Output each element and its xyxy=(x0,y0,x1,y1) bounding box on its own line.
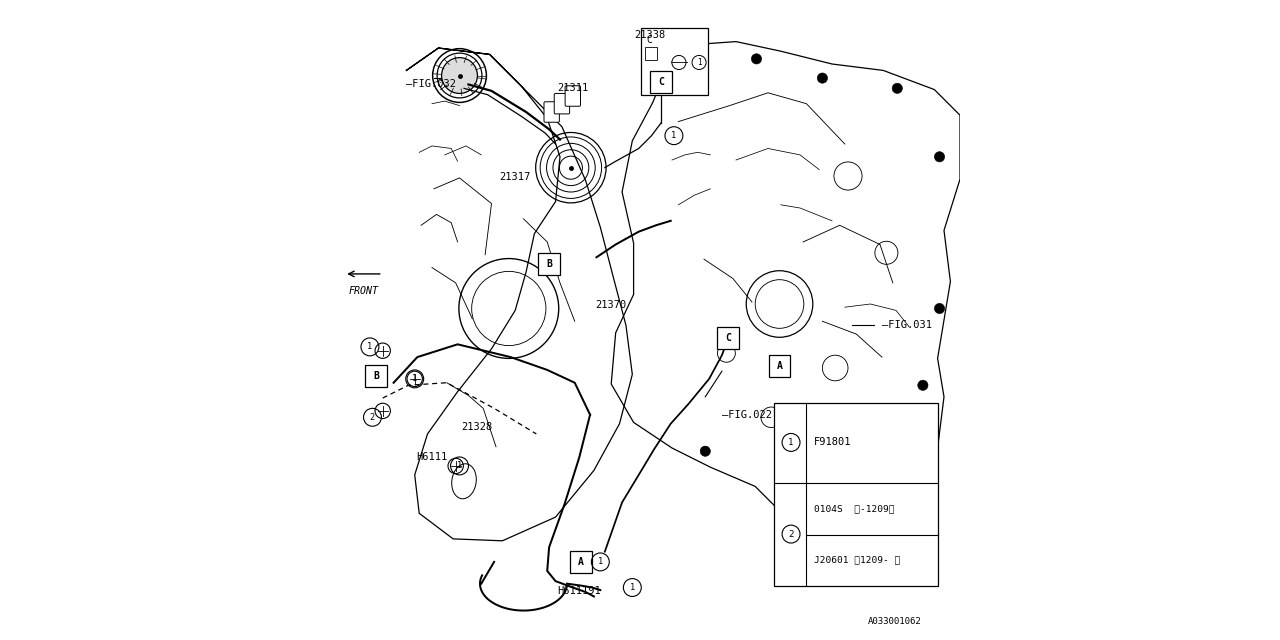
Text: C: C xyxy=(646,35,653,45)
Text: 21338: 21338 xyxy=(634,29,666,40)
Text: 1: 1 xyxy=(367,342,372,351)
Circle shape xyxy=(751,54,762,64)
Circle shape xyxy=(873,493,883,503)
Bar xyxy=(768,355,791,377)
Text: H611191: H611191 xyxy=(557,586,602,596)
Circle shape xyxy=(818,73,828,83)
Circle shape xyxy=(934,303,945,314)
Circle shape xyxy=(790,502,800,512)
Text: 0104S  「-1209」: 0104S 「-1209」 xyxy=(814,504,895,513)
Circle shape xyxy=(892,83,902,93)
Text: 1: 1 xyxy=(788,438,794,447)
Circle shape xyxy=(700,446,710,456)
Text: 1: 1 xyxy=(671,131,677,140)
Text: A: A xyxy=(579,557,584,567)
Text: B: B xyxy=(547,259,552,269)
Text: C: C xyxy=(726,333,731,343)
Bar xyxy=(774,403,937,586)
FancyBboxPatch shape xyxy=(544,102,559,122)
Bar xyxy=(539,253,561,275)
Bar xyxy=(366,365,387,387)
Text: A: A xyxy=(777,361,782,371)
Circle shape xyxy=(934,152,945,162)
Circle shape xyxy=(918,380,928,390)
Text: —FIG.022: —FIG.022 xyxy=(722,410,772,420)
Text: C: C xyxy=(658,77,664,87)
FancyBboxPatch shape xyxy=(554,93,570,114)
Text: 1: 1 xyxy=(457,461,462,470)
Text: H6111: H6111 xyxy=(416,452,448,462)
Text: F91801: F91801 xyxy=(814,437,851,447)
Text: 1: 1 xyxy=(696,58,701,67)
Text: 1: 1 xyxy=(598,557,603,566)
Text: 1: 1 xyxy=(630,583,635,592)
Bar xyxy=(650,71,672,93)
Bar xyxy=(571,551,591,573)
FancyBboxPatch shape xyxy=(566,86,581,106)
Text: 2: 2 xyxy=(788,529,794,539)
Text: A033001062: A033001062 xyxy=(868,617,922,626)
Text: FRONT: FRONT xyxy=(348,286,379,296)
Bar xyxy=(645,47,657,60)
Text: 21370: 21370 xyxy=(595,300,627,310)
Text: 2: 2 xyxy=(370,413,375,422)
Circle shape xyxy=(684,83,694,93)
Text: J20601 〈1209- 〉: J20601 〈1209- 〉 xyxy=(814,556,900,564)
Text: 1: 1 xyxy=(412,374,417,383)
Text: 21317: 21317 xyxy=(499,172,531,182)
Text: B: B xyxy=(374,371,379,381)
Text: —FIG.032: —FIG.032 xyxy=(407,79,457,90)
Bar xyxy=(718,327,740,349)
Circle shape xyxy=(442,58,477,93)
Text: 21311: 21311 xyxy=(557,83,589,93)
Text: 21328: 21328 xyxy=(461,422,493,432)
Bar xyxy=(641,28,709,95)
Text: —FIG.031: —FIG.031 xyxy=(882,320,932,330)
